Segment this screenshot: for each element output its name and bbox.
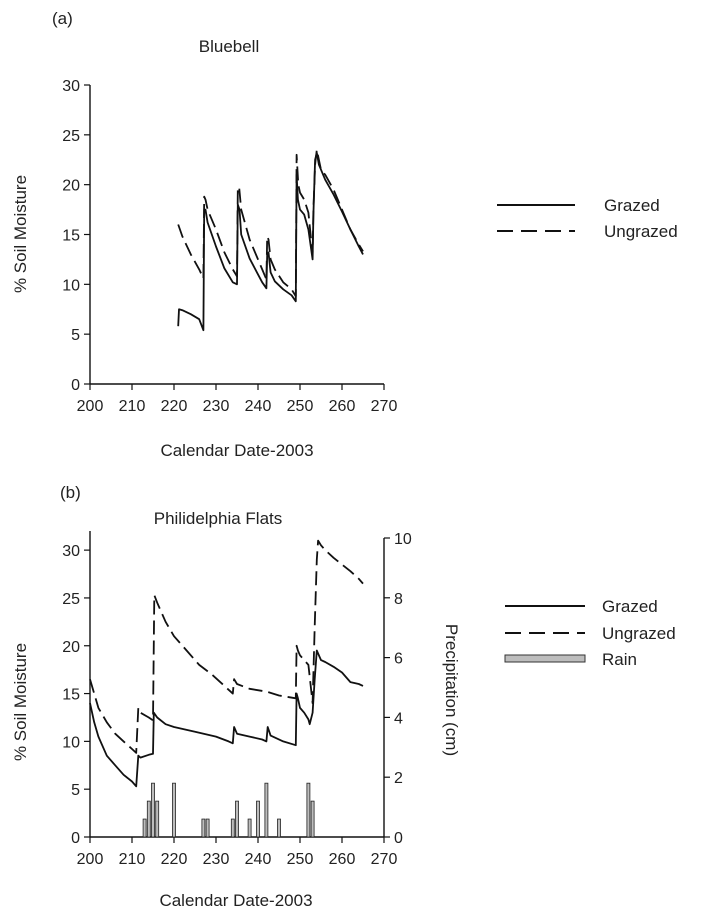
panel-a-series-grazed <box>177 151 364 332</box>
panel-b-rain-bar <box>205 818 210 838</box>
panel-b-x-tick-label: 240 <box>245 851 272 868</box>
panel-a-x-tick-label: 220 <box>161 398 188 415</box>
panel-a-plot: 0 5 10 15 20 25 30 200 210 220 230 240 250 260 270 <box>62 78 397 415</box>
legend-b-grazed-label: Grazed <box>602 597 658 616</box>
panel-b-y-tick-label: 5 <box>71 782 80 799</box>
legend-a-ungrazed-label: Ungrazed <box>604 222 678 241</box>
panel-a-y-axis-label: % Soil Moisture <box>11 175 30 293</box>
panel-b-x-axis-label: Calendar Date-2003 <box>159 891 312 910</box>
panel-b-rain-bar <box>247 818 252 838</box>
panel-b-rain-bar <box>146 800 151 838</box>
panel-b-y-tick-label: 0 <box>71 830 80 847</box>
panel-a-x-tick-label: 270 <box>371 398 398 415</box>
legend-b-rain-label: Rain <box>602 650 637 669</box>
panel-b-rain-bar <box>142 818 147 838</box>
panel-a-y-tick-label: 25 <box>62 128 80 145</box>
legend-a-grazed-label: Grazed <box>604 196 660 215</box>
panel-b-y2-tick-label: 0 <box>394 830 403 847</box>
panel-b-rain-bar <box>256 800 260 838</box>
panel-a-x-axis-label: Calendar Date-2003 <box>160 441 313 460</box>
panel-b-y-axis-label: % Soil Moisture <box>11 643 30 761</box>
panel-b-rain-bar <box>230 818 235 838</box>
panel-b-x-tick-label: 260 <box>329 851 356 868</box>
panel-a-title: Bluebell <box>199 37 260 56</box>
panel-b-y2-tick-label: 6 <box>394 651 403 668</box>
panel-b-x-tick-label: 270 <box>371 851 398 868</box>
panel-a-x-tick-label: 260 <box>329 398 356 415</box>
panel-b-rain-bar <box>235 800 239 838</box>
panel-b-y2-tick-label: 4 <box>394 710 403 727</box>
panel-a-x-tick-label: 200 <box>77 398 104 415</box>
panel-a-y-tick-label: 5 <box>71 327 80 344</box>
panel-a-x-tick-label: 240 <box>245 398 272 415</box>
panel-a-y-tick-label: 0 <box>71 377 80 394</box>
panel-b-rain-bar <box>155 800 160 838</box>
panel-b-rain-bar <box>172 782 176 838</box>
panel-a-label: (a) <box>52 9 73 28</box>
panel-b-rain-bar <box>306 782 311 838</box>
panel-b-y-tick-label: 15 <box>62 687 80 704</box>
panel-b-x-tick-label: 230 <box>203 851 230 868</box>
panel-a-y-tick-label: 10 <box>62 277 80 294</box>
panel-a-y-tick-label: 20 <box>62 178 80 195</box>
panel-b-y-tick-label: 30 <box>62 543 80 560</box>
panel-a-legend: Grazed Ungrazed <box>497 196 678 241</box>
panel-b-rain-bar <box>277 818 281 838</box>
panel-b-y-tick-label: 20 <box>62 639 80 656</box>
panel-a-series-ungrazed <box>177 148 364 298</box>
panel-b-rain-bar <box>201 818 206 838</box>
panel-b-x-tick-label: 210 <box>119 851 146 868</box>
panel-b-rain-bar <box>310 800 315 838</box>
panel-b-y2-tick-label: 8 <box>394 591 403 608</box>
panel-b-y2-tick-label: 10 <box>394 531 412 548</box>
panel-b-series-grazed <box>89 649 364 788</box>
panel-b-x-tick-label: 220 <box>161 851 188 868</box>
panel-a-x-tick-label: 210 <box>119 398 146 415</box>
legend-b-rain-swatch <box>504 654 586 663</box>
panel-b-legend: Grazed Ungrazed Rain <box>504 597 676 669</box>
panel-b-y2-axis-label: Precipitation (cm) <box>442 624 461 756</box>
panel-b-y-tick-label: 25 <box>62 591 80 608</box>
panel-b-y-tick-label: 10 <box>62 734 80 751</box>
panel-a-y-tick-label: 15 <box>62 228 80 245</box>
panel-a-y-tick-label: 30 <box>62 78 80 95</box>
panel-b-plot: 0 5 10 15 20 25 30 200 210 220 230 240 250 260 270 0 2 4 6… <box>62 531 412 868</box>
panel-b-x-tick-label: 200 <box>77 851 104 868</box>
panel-a-x-tick-label: 250 <box>287 398 314 415</box>
panel-b-x-tick-label: 250 <box>287 851 314 868</box>
legend-b-ungrazed-label: Ungrazed <box>602 624 676 643</box>
panel-b-rain-bar <box>264 782 269 838</box>
panel-b-title: Philidelphia Flats <box>154 509 283 528</box>
panel-b-y2-tick-label: 2 <box>394 770 403 787</box>
panel-b-rain-bar <box>151 782 155 838</box>
panel-b-series-ungrazed <box>89 539 364 754</box>
panel-a-x-tick-label: 230 <box>203 398 230 415</box>
panel-b-label: (b) <box>60 483 81 502</box>
